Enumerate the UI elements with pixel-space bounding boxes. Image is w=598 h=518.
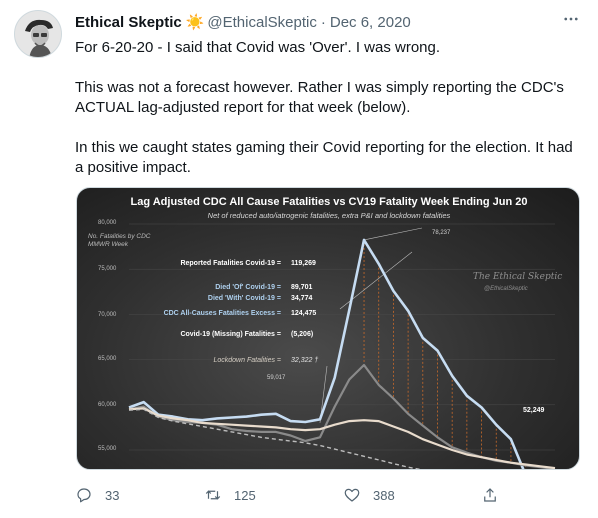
y-axis-label-line: No. Fatalities by CDC (88, 233, 151, 240)
watermark: The Ethical Skeptic (473, 272, 563, 282)
avatar[interactable] (14, 10, 62, 58)
heart-icon (344, 488, 360, 502)
tweet-header: Ethical Skeptic ☀️ @EthicalSkeptic · Dec… (75, 12, 411, 32)
stat-label: Died 'Of' Covid-19 = (215, 284, 281, 291)
more-horizontal-icon (564, 17, 578, 21)
more-options-button[interactable] (560, 10, 582, 30)
retweet-count: 125 (234, 487, 256, 503)
late-annotation: 52,249 (523, 407, 545, 414)
y-tick-label: 75,000 (98, 266, 117, 272)
stat-label: CDC All-Causes Fatalities Excess = (163, 310, 281, 317)
tweet-paragraph: In this we caught states gaming their Co… (75, 139, 573, 176)
y-tick-label: 65,000 (98, 356, 117, 362)
reply-icon (77, 488, 91, 503)
stat-label: Covid-19 (Missing) Fatalities = (180, 331, 281, 338)
tweet-date[interactable]: Dec 6, 2020 (329, 13, 411, 31)
stat-value: 124,475 (291, 310, 317, 317)
retweet-icon (205, 490, 221, 500)
avatar-image (15, 11, 61, 57)
y-tick-label: 60,000 (98, 402, 117, 408)
series-line-2 (128, 407, 556, 469)
share-button[interactable] (481, 484, 511, 506)
y-axis-label-line: MMWR Week (88, 241, 128, 248)
tweet-paragraph: For 6-20-20 - I said that Covid was 'Ove… (75, 39, 441, 56)
stat-value: 34,774 (291, 295, 313, 302)
y-axis-label: No. Fatalities by CDC MMWR Week (88, 233, 168, 249)
tweet-image[interactable]: Lag Adjusted CDC All Cause Fatalities vs… (76, 187, 580, 470)
stat-value: 32,322 † (291, 357, 319, 364)
stat-value: 119,269 (291, 260, 316, 267)
author-handle[interactable]: @EthicalSkeptic (207, 13, 317, 31)
y-tick-label: 80,000 (98, 220, 117, 226)
reply-count: 33 (105, 487, 120, 503)
retweet-button[interactable]: 125 (204, 484, 256, 506)
like-count: 388 (373, 487, 395, 503)
series-line-3 (128, 408, 422, 469)
leader-line (363, 227, 423, 241)
stat-label: Died 'With' Covid-19 = (207, 295, 281, 302)
tweet-paragraph: This was not a forecast however. Rather … (75, 79, 564, 116)
sun-icon: ☀️ (185, 14, 205, 31)
like-button[interactable]: 388 (343, 484, 395, 506)
reply-button[interactable]: 33 (75, 484, 119, 506)
chart-plot (128, 223, 556, 469)
stat-label: Lockdown Fatalities = (213, 357, 281, 364)
chart-subtitle: Net of reduced auto/iatrogenic fatalitie… (207, 211, 451, 220)
share-icon (484, 488, 496, 502)
early-annotation: 59,017 (267, 375, 286, 381)
stat-value: 89,701 (291, 284, 313, 291)
tweet-text: For 6-20-20 - I said that Covid was 'Ove… (75, 38, 580, 198)
series-line-0 (128, 238, 525, 469)
peak-annotation: 78,237 (432, 230, 451, 236)
y-tick-label: 70,000 (98, 312, 117, 318)
y-tick-label: 55,000 (98, 446, 117, 452)
watermark-handle: @EthicalSkeptic (484, 286, 528, 292)
tweet-actions: 33 125 388 (75, 484, 505, 506)
separator-dot: · (320, 13, 326, 31)
author-name[interactable]: Ethical Skeptic (75, 13, 182, 31)
chart-title: Lag Adjusted CDC All Cause Fatalities vs… (130, 196, 528, 208)
stat-value: (5,206) (291, 331, 314, 338)
stat-label: Reported Fatalities Covid-19 = (180, 260, 281, 267)
